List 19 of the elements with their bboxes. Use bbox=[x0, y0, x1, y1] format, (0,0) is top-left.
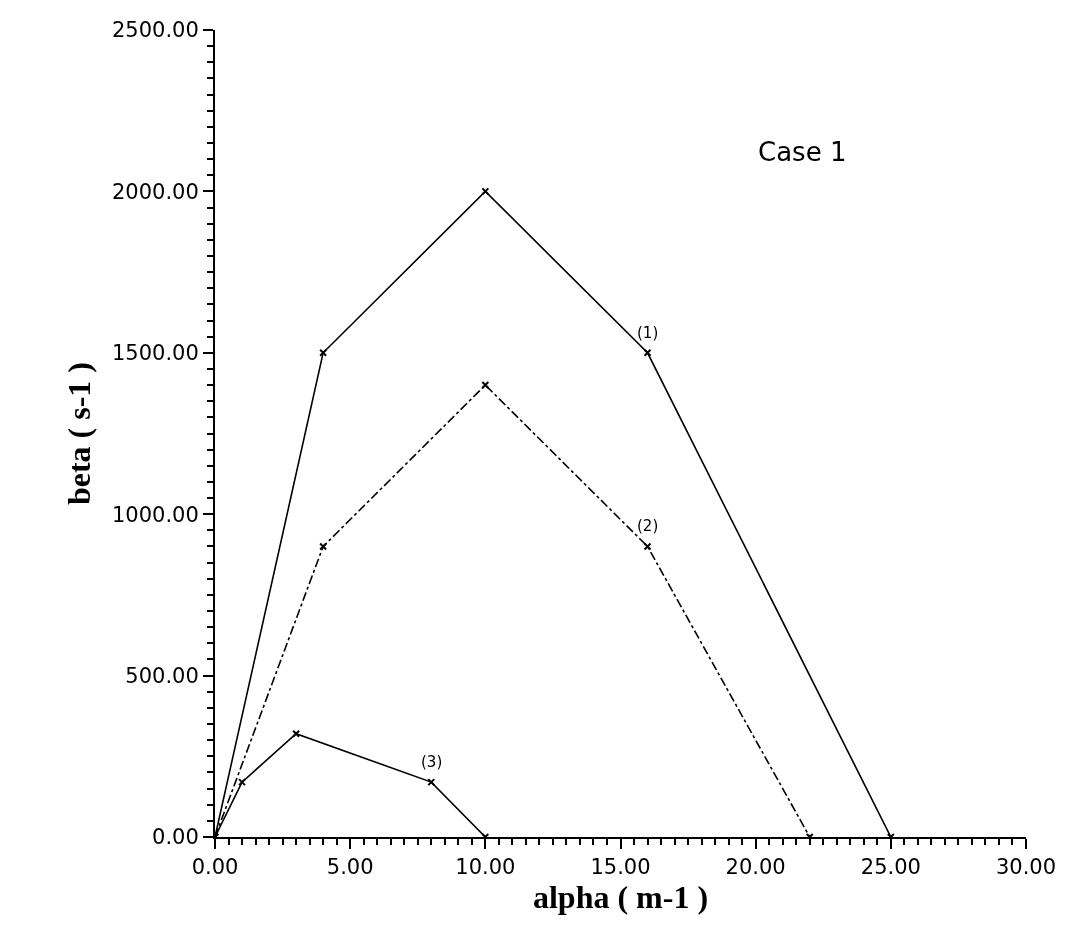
y-tick-label: 1000.00 bbox=[111, 502, 199, 527]
y-tick-label: 500.00 bbox=[125, 663, 199, 688]
y-tick-label: 2000.00 bbox=[111, 179, 199, 204]
y-tick-label: 0.00 bbox=[152, 825, 199, 850]
x-tick-label: 10.00 bbox=[455, 855, 516, 880]
series-label: (3) bbox=[421, 753, 443, 771]
series-label: (2) bbox=[637, 517, 659, 535]
y-tick-label: 2500.00 bbox=[111, 18, 199, 43]
y-tick-label: 1500.00 bbox=[111, 341, 199, 366]
x-tick-label: 30.00 bbox=[995, 855, 1057, 880]
x-tick-label: 15.00 bbox=[590, 855, 651, 880]
x-tick-label: 25.00 bbox=[860, 855, 921, 880]
x-tick-label: 20.00 bbox=[725, 855, 786, 880]
x-axis-title: alpha ( m-1 ) bbox=[532, 879, 709, 916]
x-tick-label: 5.00 bbox=[326, 855, 374, 880]
series-label: (1) bbox=[637, 324, 659, 342]
x-tick-label: 0.00 bbox=[191, 855, 239, 880]
annotation: Case 1 bbox=[758, 137, 847, 167]
y-axis-title: beta ( s-1 ) bbox=[60, 361, 97, 506]
